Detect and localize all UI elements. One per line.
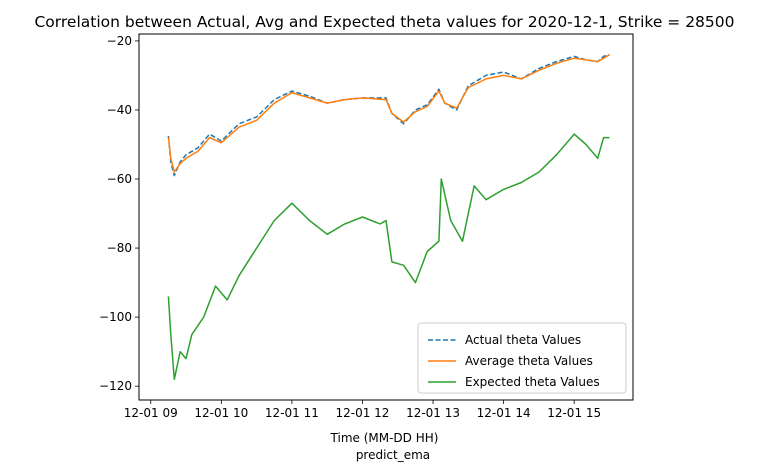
y-tick-label: −40 (107, 103, 132, 117)
legend-label: Actual theta Values (465, 333, 581, 347)
legend-label: Expected theta Values (465, 375, 600, 389)
plot-frame (138, 33, 634, 401)
y-tick-label: −20 (107, 34, 132, 48)
legend-box (417, 322, 627, 394)
x-tick-label: 12-01 11 (265, 406, 319, 420)
series-layer (167, 53, 610, 381)
x-tick-label: 12-01 10 (194, 406, 248, 420)
chart-caption: predict_ema (356, 448, 430, 462)
y-tick-label: −100 (99, 310, 132, 324)
chart-title: Correlation between Actual, Avg and Expe… (34, 13, 734, 31)
x-tick-label: 12-01 13 (406, 406, 460, 420)
x-axis-label: Time (MM-DD HH) (330, 431, 439, 445)
y-tick-label: −80 (107, 241, 132, 255)
x-tick-label: 12-01 15 (547, 406, 601, 420)
y-axis: −20 −40 −60 −80 −100 −120 (99, 34, 139, 393)
x-tick-label: 12-01 14 (477, 406, 531, 420)
x-tick-label: 12-01 09 (124, 406, 178, 420)
series-line-1 (167, 53, 610, 177)
y-tick-label: −60 (107, 172, 132, 186)
series-line-2 (167, 54, 610, 173)
legend: Actual theta Values Average theta Values E… (417, 322, 627, 394)
plot-area (138, 33, 634, 401)
series-line-3 (167, 133, 610, 381)
x-tick-label: 12-01 12 (335, 406, 389, 420)
x-axis: 12-01 09 12-01 10 12-01 11 12-01 12 12-01 13… (124, 400, 601, 420)
legend-label: Average theta Values (465, 354, 593, 368)
y-tick-label: −120 (99, 379, 132, 393)
